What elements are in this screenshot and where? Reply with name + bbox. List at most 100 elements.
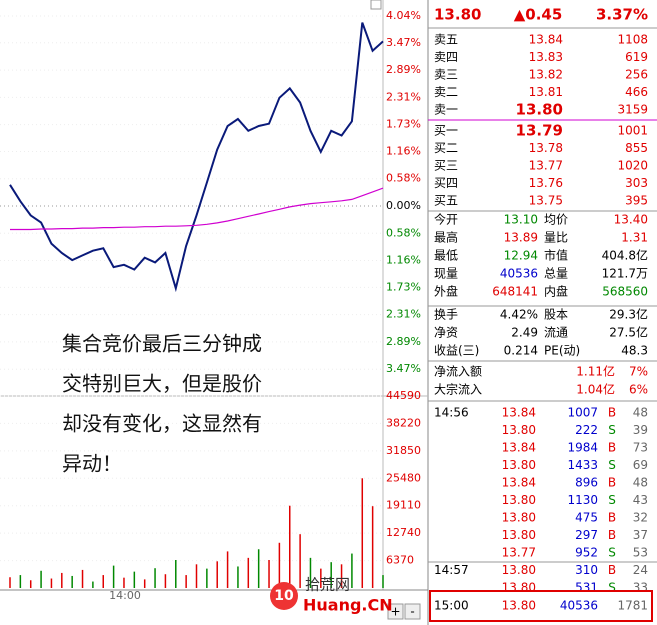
book-volume: 395 [625, 194, 648, 208]
trade-count: 37 [633, 528, 648, 542]
trade-volume: 1433 [567, 458, 598, 472]
trade-volume: 1984 [567, 441, 598, 455]
trade-volume: 1007 [567, 406, 598, 420]
book-price: 13.76 [529, 176, 563, 190]
y-tick-label: 4.04% [386, 9, 421, 22]
flow-label: 净流入额 [434, 365, 482, 379]
trade-volume: 475 [575, 511, 598, 525]
book-volume: 1108 [617, 33, 648, 47]
trade-count: 69 [633, 458, 648, 472]
y-tick-label: 1.16% [386, 254, 421, 267]
book-volume: 1020 [617, 159, 648, 173]
book-volume: 256 [625, 68, 648, 82]
zoom-button-label[interactable]: + [390, 605, 400, 619]
y-tick-label: 19110 [386, 499, 421, 512]
trade-side: B [608, 406, 616, 420]
book-price: 13.84 [529, 33, 563, 47]
corner-icon [370, 0, 382, 10]
trade-side: S [608, 581, 616, 595]
y-tick-label: 3.47% [386, 362, 421, 375]
stat-value: 40536 [500, 267, 538, 281]
trade-volume: 222 [575, 423, 598, 437]
stat-label: 现量 [434, 267, 458, 281]
y-tick-label: 38220 [386, 416, 421, 429]
y-tick-label: 2.31% [386, 308, 421, 321]
zoom-button[interactable] [404, 603, 421, 620]
trade-price: 13.80 [502, 423, 536, 437]
trade-price: 13.80 [502, 563, 536, 577]
flow-percent: 7% [629, 365, 648, 379]
y-tick-label: 2.31% [386, 90, 421, 103]
y-tick-label: 31850 [386, 444, 421, 457]
logo-mark: 10 [274, 588, 294, 604]
stat-value: 568560 [602, 285, 648, 299]
y-tick-label: 25480 [386, 471, 421, 484]
y-tick-label: 2.89% [386, 63, 421, 76]
last-count: 1781 [617, 599, 648, 613]
trade-side: S [608, 458, 616, 472]
trade-count: 39 [633, 423, 648, 437]
book-volume: 303 [625, 176, 648, 190]
y-tick-label: 6370 [386, 554, 414, 567]
trade-volume: 896 [575, 476, 598, 490]
trade-price: 13.84 [502, 441, 536, 455]
trade-side: B [608, 563, 616, 577]
flow-percent: 6% [629, 383, 648, 397]
last-price: 13.80 [434, 6, 481, 24]
book-label: 买五 [434, 194, 458, 208]
stat-value: 27.5亿 [609, 325, 648, 340]
stat-value: 13.10 [504, 213, 538, 227]
book-volume: 619 [625, 50, 648, 64]
stat-value: 4.42% [500, 308, 538, 322]
book-label: 买二 [434, 141, 458, 155]
price-line [9, 22, 384, 293]
flow-value: 1.11亿 [576, 364, 615, 379]
y-tick-label: 0.58% [386, 172, 421, 185]
y-tick-label: 1.73% [386, 118, 421, 131]
stat-value: 404.8亿 [602, 248, 648, 263]
time-label: 14:00 [109, 589, 141, 602]
flow-label: 大宗流入 [434, 382, 482, 397]
stat-label: 净资 [434, 326, 458, 340]
stat-value: 13.40 [614, 213, 648, 227]
annotation-line: 交特别巨大，但是股价 [62, 372, 262, 396]
stat-value: 12.94 [504, 249, 538, 263]
stat-label: 股本 [544, 308, 568, 322]
trade-time: 14:56 [434, 406, 469, 420]
stat-label: 总量 [544, 267, 568, 281]
book-label: 卖一 [434, 103, 458, 117]
annotation-line: 异动！ [62, 452, 122, 476]
stat-value: 648141 [492, 285, 538, 299]
book-price: 13.83 [529, 50, 563, 64]
book-volume: 3159 [617, 103, 648, 117]
flow-value: 1.04亿 [576, 382, 615, 397]
y-tick-label: 3.47% [386, 36, 421, 49]
trade-price: 13.80 [502, 493, 536, 507]
trade-side: B [608, 476, 616, 490]
stat-label: 最高 [434, 230, 458, 245]
book-price: 13.77 [529, 159, 563, 173]
stat-value: 0.214 [504, 344, 538, 358]
book-price: 13.81 [529, 85, 563, 99]
stat-label: 内盘 [544, 284, 568, 299]
trade-side: S [608, 493, 616, 507]
stat-value: 1.31 [621, 231, 648, 245]
trade-side: S [608, 546, 616, 560]
book-price: 13.80 [516, 101, 563, 119]
trade-volume: 297 [575, 528, 598, 542]
trade-count: 48 [633, 406, 648, 420]
y-tick-label: 0.58% [386, 226, 421, 239]
trade-volume: 952 [575, 546, 598, 560]
y-tick-label: 1.73% [386, 280, 421, 293]
zoom-button-label[interactable]: - [410, 605, 414, 619]
book-label: 卖二 [434, 85, 458, 99]
trade-count: 43 [633, 493, 648, 507]
logo-circle [270, 582, 298, 610]
stat-label: 最低 [434, 249, 458, 263]
book-volume: 466 [625, 85, 648, 99]
y-tick-label: 0.00% [386, 199, 421, 212]
stat-label: 量比 [544, 231, 568, 245]
trade-count: 48 [633, 476, 648, 490]
zoom-button[interactable] [387, 603, 404, 620]
